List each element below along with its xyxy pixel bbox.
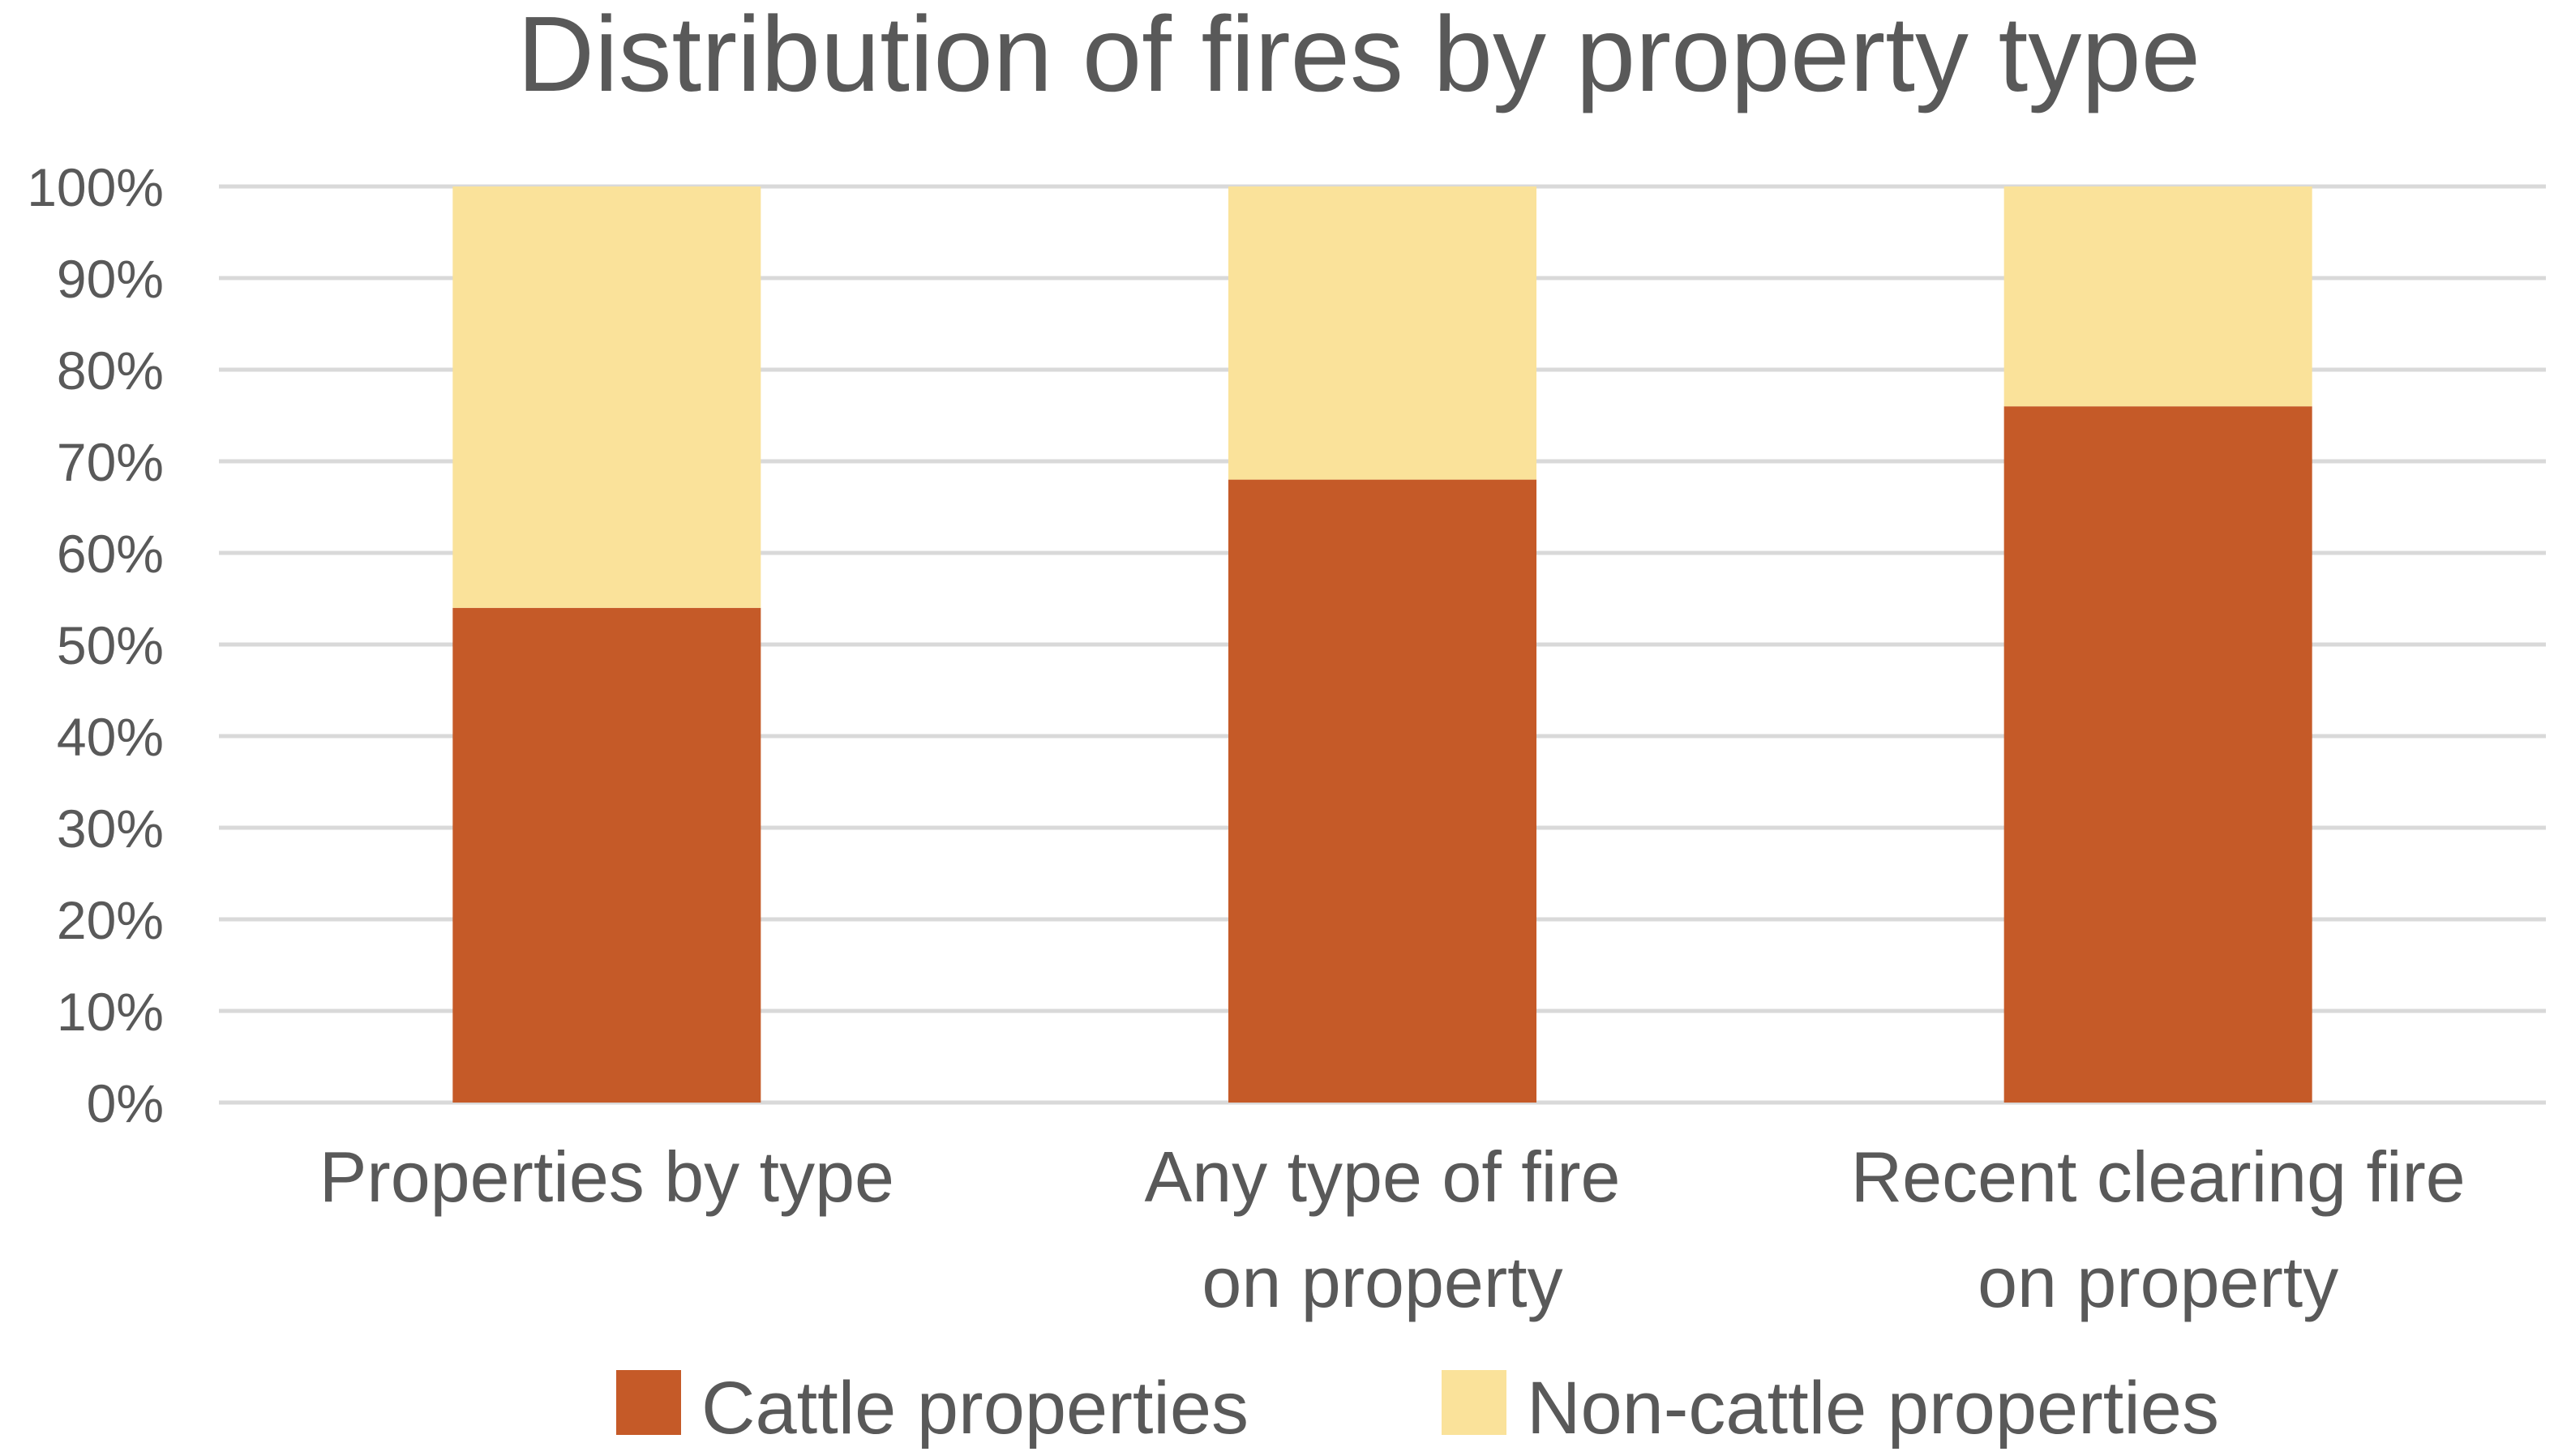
y-tick-label: 40% xyxy=(57,707,164,767)
y-tick-label: 70% xyxy=(57,432,164,492)
bar-segment-cattle-3 xyxy=(2003,406,2312,1103)
y-tick-label: 90% xyxy=(57,249,164,309)
legend-label-cattle: Cattle properties xyxy=(701,1367,1249,1450)
legend-swatch-cattle xyxy=(616,1370,681,1435)
x-category-label: on property xyxy=(1202,1242,1562,1322)
y-tick-label: 50% xyxy=(57,615,164,675)
y-tick-label: 100% xyxy=(27,157,164,217)
y-tick-label: 30% xyxy=(57,799,164,859)
bar-segment-cattle-2 xyxy=(1228,479,1536,1103)
x-axis-category-labels: Properties by type Any type of fire on pro… xyxy=(319,1137,2466,1322)
x-category-label: Any type of fire xyxy=(1145,1137,1621,1217)
y-tick-label: 60% xyxy=(57,524,164,584)
bar-segment-cattle-1 xyxy=(452,607,761,1103)
chart-title: Distribution of fires by property type xyxy=(517,0,2200,113)
y-axis-tick-labels: 0% 10% 20% 30% 40% 50% 60% 70% 80% 90% 100% xyxy=(27,157,164,1133)
y-tick-label: 10% xyxy=(57,982,164,1042)
legend: Cattle properties Non-cattle properties xyxy=(616,1367,2219,1450)
x-category-label: Recent clearing fire xyxy=(1851,1137,2466,1217)
legend-label-non-cattle: Non-cattle properties xyxy=(1527,1367,2219,1450)
y-tick-label: 20% xyxy=(57,890,164,950)
bar-segment-non-cattle-3 xyxy=(2003,186,2312,407)
bars xyxy=(452,186,2312,1103)
legend-swatch-non-cattle xyxy=(1442,1370,1506,1435)
x-category-label: on property xyxy=(1978,1242,2338,1322)
bar-segment-non-cattle-1 xyxy=(452,186,761,608)
y-tick-label: 0% xyxy=(87,1073,164,1133)
x-category-label: Properties by type xyxy=(319,1137,894,1217)
bar-segment-non-cattle-2 xyxy=(1228,186,1536,480)
y-tick-label: 80% xyxy=(57,340,164,400)
